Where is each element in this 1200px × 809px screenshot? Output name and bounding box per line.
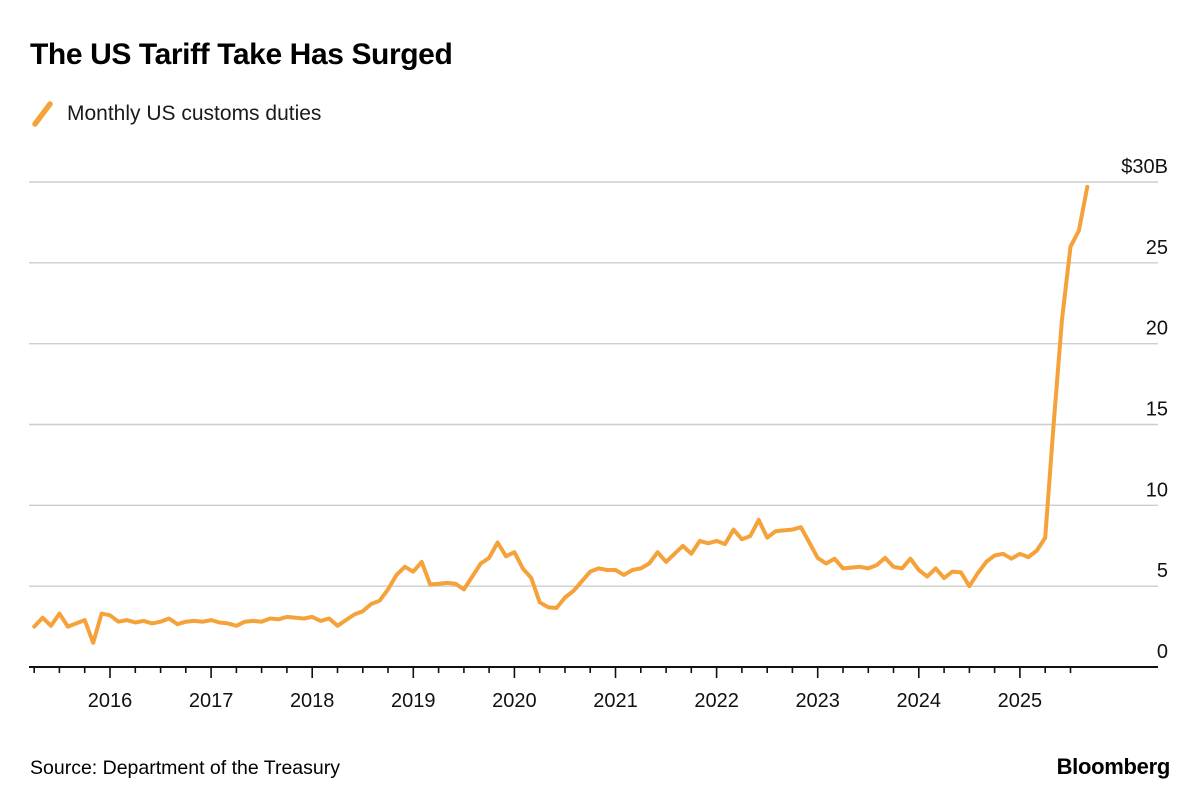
series-line — [32, 184, 1090, 645]
x-axis-label: 2022 — [694, 690, 739, 712]
y-axis-label: 10 — [1146, 479, 1168, 501]
legend-line-swatch-icon — [32, 101, 53, 127]
y-axis-label: 5 — [1157, 560, 1168, 582]
legend-label: Monthly US customs duties — [67, 102, 322, 125]
x-axis-label: 2020 — [492, 690, 537, 712]
y-axis-label: 15 — [1146, 399, 1168, 421]
x-axis-label: 2023 — [795, 690, 840, 712]
x-axis-label: 2018 — [290, 690, 335, 712]
x-axis-label: 2024 — [897, 690, 942, 712]
x-axis-label: 2021 — [593, 690, 638, 712]
y-axis-label: 20 — [1146, 318, 1168, 340]
bloomberg-logo: Bloomberg — [1056, 754, 1171, 779]
x-axis-label: 2025 — [998, 690, 1043, 712]
y-axis-label: 0 — [1157, 641, 1168, 663]
legend: Monthly US customs duties — [30, 99, 321, 129]
x-axis-label: 2019 — [391, 690, 436, 712]
x-axis-label: 2016 — [88, 690, 133, 712]
y-axis-label: $30B — [1121, 156, 1168, 178]
chart-title: The US Tariff Take Has Surged — [30, 38, 453, 71]
source-note: Source: Department of the Treasury — [30, 757, 340, 779]
x-axis-label: 2017 — [189, 690, 234, 712]
y-axis-label: 25 — [1146, 237, 1168, 259]
